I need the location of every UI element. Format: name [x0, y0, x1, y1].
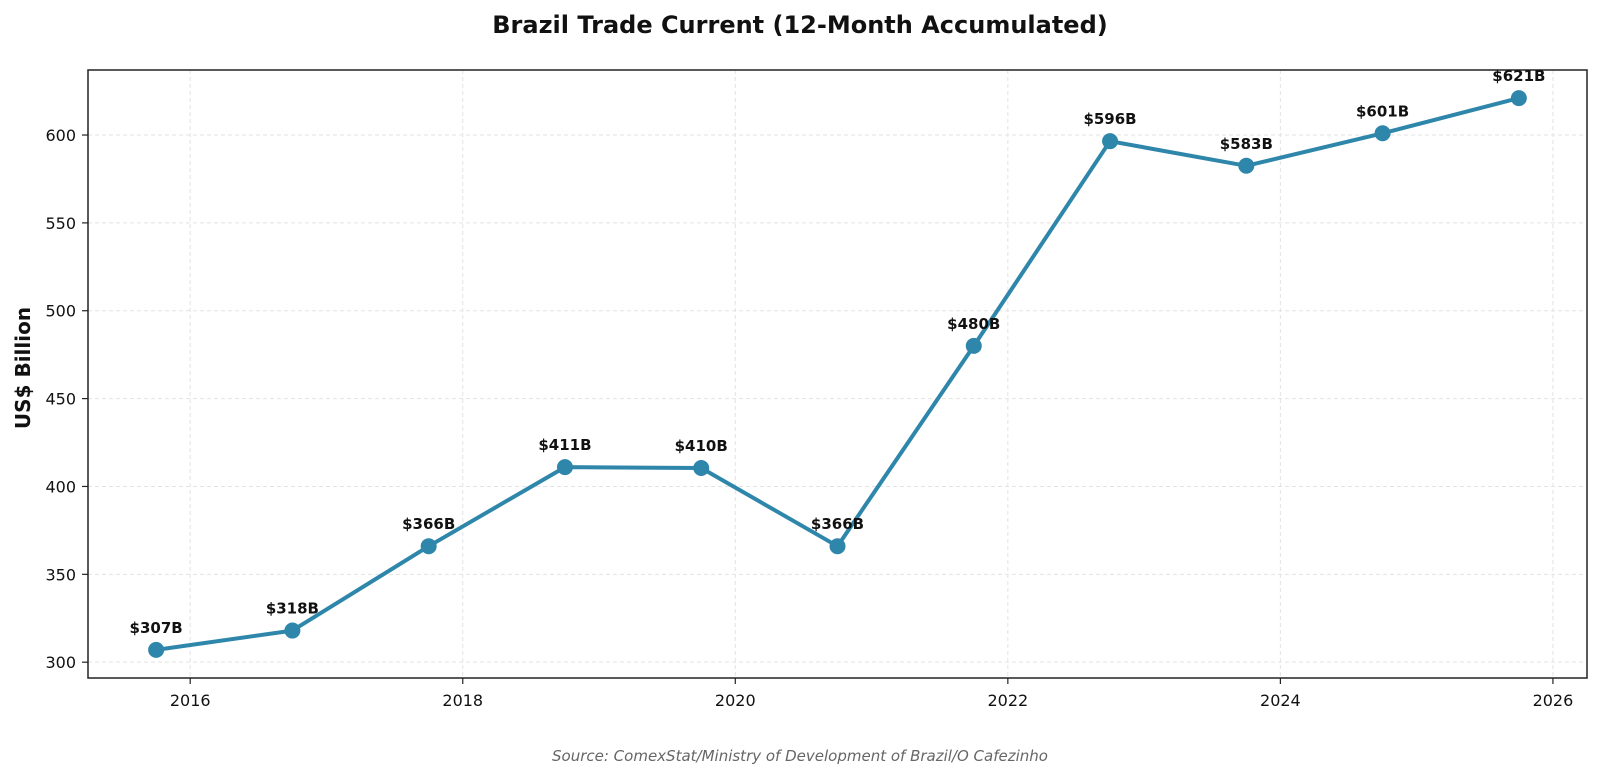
y-tick-label: 550: [45, 214, 76, 233]
data-label: $601B: [1356, 102, 1409, 120]
data-label: $621B: [1492, 67, 1545, 85]
data-point: [829, 538, 846, 555]
data-series: $307B $318B $366B $411B $410B $366B $480B $596B…: [130, 67, 1545, 658]
data-label: $411B: [538, 436, 591, 454]
data-label: $410B: [675, 437, 728, 455]
x-tick-label: 2016: [170, 691, 211, 710]
y-tick-label: 300: [45, 653, 76, 672]
data-point: [965, 337, 982, 354]
data-label: $307B: [130, 619, 183, 637]
data-point: [420, 538, 437, 555]
x-tick-label: 2022: [987, 691, 1028, 710]
series-line: [154, 96, 1521, 652]
data-label: $318B: [266, 600, 319, 618]
y-tick-label: 500: [45, 302, 76, 321]
y-tick-label: 600: [45, 126, 76, 145]
data-point: [1510, 90, 1527, 107]
data-point: [1238, 157, 1255, 174]
chart-title: Brazil Trade Current (12-Month Accumulat…: [492, 11, 1107, 39]
y-tick-label: 450: [45, 390, 76, 409]
y-tick-label: 400: [45, 477, 76, 496]
data-label: $596B: [1083, 110, 1136, 128]
data-point: [693, 460, 710, 477]
plot-area-frame: [87, 69, 1588, 679]
x-tick-label: 2024: [1260, 691, 1301, 710]
axis-ticks: 2016 2018 2020 2022 2024 2026 300 350 400 450 500 5…: [45, 126, 1573, 710]
data-label: $480B: [947, 315, 1000, 333]
data-label: $366B: [811, 515, 864, 533]
data-label: $366B: [402, 515, 455, 533]
source-note: Source: ComexStat/Ministry of Developmen…: [552, 747, 1048, 765]
data-point: [1102, 133, 1119, 150]
gridlines: [88, 70, 1587, 678]
data-point: [556, 459, 573, 476]
data-point: [148, 641, 165, 658]
y-tick-label: 350: [45, 565, 76, 584]
data-label: $583B: [1220, 135, 1273, 153]
x-tick-label: 2026: [1533, 691, 1574, 710]
y-axis-label: US$ Billion: [11, 307, 35, 429]
data-point: [1374, 125, 1391, 142]
x-tick-label: 2020: [715, 691, 756, 710]
data-point: [284, 622, 301, 639]
x-tick-label: 2018: [442, 691, 483, 710]
